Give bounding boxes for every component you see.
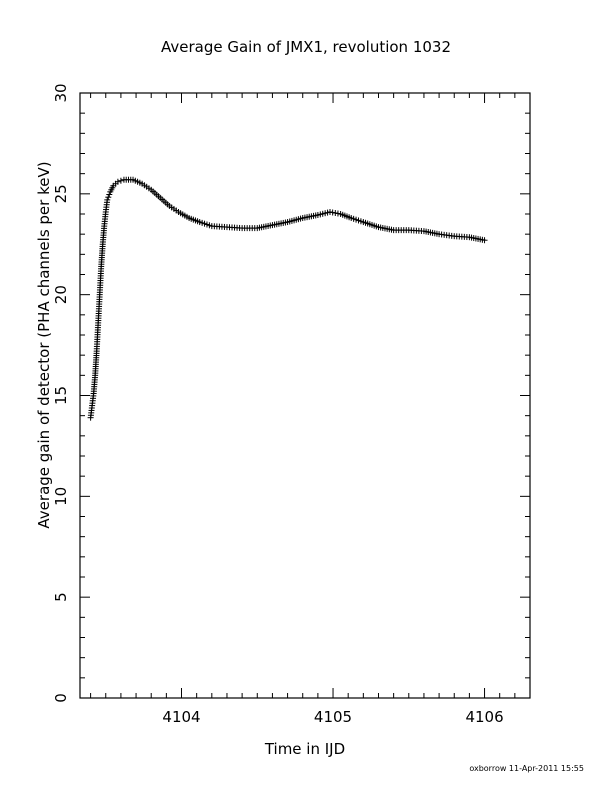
y-axis-label: Average gain of detector (PHA channels p… bbox=[35, 161, 53, 528]
y-tick-label: 0 bbox=[52, 693, 70, 703]
data-point bbox=[106, 191, 113, 198]
y-tick-label: 25 bbox=[52, 184, 70, 203]
x-axis-label: Time in IJD bbox=[264, 740, 345, 758]
data-point bbox=[327, 208, 333, 215]
chart-title: Average Gain of JMX1, revolution 1032 bbox=[161, 38, 451, 56]
x-tick-label: 4106 bbox=[465, 708, 503, 726]
y-tick-label: 30 bbox=[52, 83, 70, 102]
data-point bbox=[329, 209, 336, 216]
x-axis-ticks: 4104 4105 4106 bbox=[90, 93, 531, 726]
data-point bbox=[334, 210, 341, 217]
y-tick-label: 5 bbox=[52, 592, 70, 602]
data-point bbox=[105, 194, 112, 201]
data-point bbox=[114, 178, 121, 185]
y-tick-label: 10 bbox=[52, 487, 70, 506]
data-point bbox=[117, 177, 124, 184]
plot-frame bbox=[79, 92, 531, 699]
y-tick-label: 15 bbox=[52, 386, 70, 405]
data-markers bbox=[87, 176, 488, 421]
y-axis-ticks: 0 5 10 15 20 25 30 bbox=[52, 83, 530, 703]
data-point bbox=[104, 196, 111, 203]
data-point bbox=[481, 237, 488, 244]
y-tick-label: 20 bbox=[52, 285, 70, 304]
data-point bbox=[332, 209, 339, 216]
x-tick-label: 4104 bbox=[162, 708, 200, 726]
x-tick-label: 4105 bbox=[314, 708, 352, 726]
footer-credit: oxborrow 11-Apr-2011 15:55 bbox=[469, 764, 584, 773]
